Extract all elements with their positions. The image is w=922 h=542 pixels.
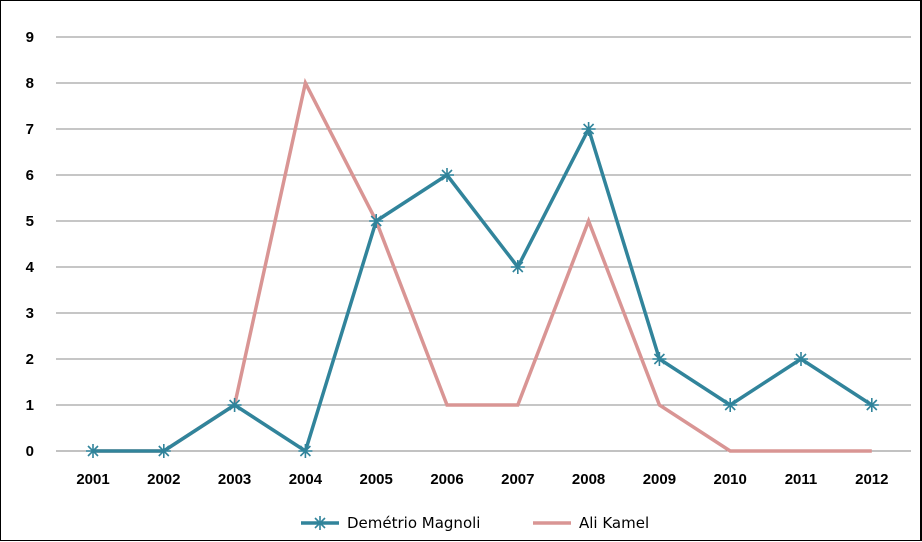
legend-marker: [313, 516, 327, 530]
data-point-marker: [652, 352, 667, 366]
x-tick-label: 2012: [855, 471, 888, 488]
legend-item: Ali Kamel: [533, 514, 649, 532]
data-point-marker: [86, 444, 100, 458]
x-tick-label: 2005: [360, 471, 393, 488]
series-markers: [86, 122, 879, 458]
data-point-marker: [156, 444, 171, 458]
data-point-marker: [581, 122, 596, 136]
legend-label: Ali Kamel: [579, 514, 649, 532]
series-line-0: [93, 124, 873, 454]
y-tick-label: 7: [26, 121, 34, 138]
y-tick-label: 0: [26, 443, 34, 460]
y-tick-label: 3: [26, 305, 34, 322]
y-tick-label: 5: [26, 213, 34, 230]
data-point-marker: [794, 352, 808, 366]
x-tick-label: 2004: [289, 471, 323, 488]
series-lines: [93, 77, 873, 454]
legend-item: Demétrio Magnoli: [301, 514, 480, 532]
x-tick-label: 2008: [572, 471, 605, 488]
y-tick-label: 1: [26, 397, 34, 414]
data-point-marker: [440, 168, 454, 182]
x-tick-label: 2011: [785, 471, 818, 488]
data-point-marker: [723, 398, 738, 412]
y-tick-label: 4: [26, 259, 35, 276]
data-point-marker: [510, 260, 525, 274]
y-axis-tick-labels: 0 1 2 3 4 5 6 7 8 9: [26, 29, 35, 460]
data-point-marker: [864, 398, 879, 412]
x-axis-tick-labels: 2001 2002 2003 2004 2005 2006 2007 2008 2009 2010…: [76, 471, 888, 488]
x-tick-label: 2003: [218, 471, 251, 488]
grid-lines: [56, 36, 911, 452]
x-tick-label: 2001: [76, 471, 109, 488]
y-tick-label: 8: [26, 75, 34, 92]
y-tick-label: 9: [26, 29, 34, 46]
y-tick-label: 2: [26, 351, 34, 368]
x-tick-label: 2006: [430, 471, 463, 488]
x-tick-label: 2009: [643, 471, 676, 488]
legend-label: Demétrio Magnoli: [347, 514, 480, 532]
data-point-marker: [369, 214, 384, 228]
data-point-marker: [227, 398, 242, 412]
legend: Demétrio Magnoli Ali Kamel: [301, 514, 649, 532]
y-tick-label: 6: [26, 167, 34, 184]
x-tick-label: 2010: [714, 471, 747, 488]
data-point-marker: [298, 444, 313, 458]
x-tick-label: 2007: [501, 471, 534, 488]
x-tick-label: 2002: [147, 471, 180, 488]
